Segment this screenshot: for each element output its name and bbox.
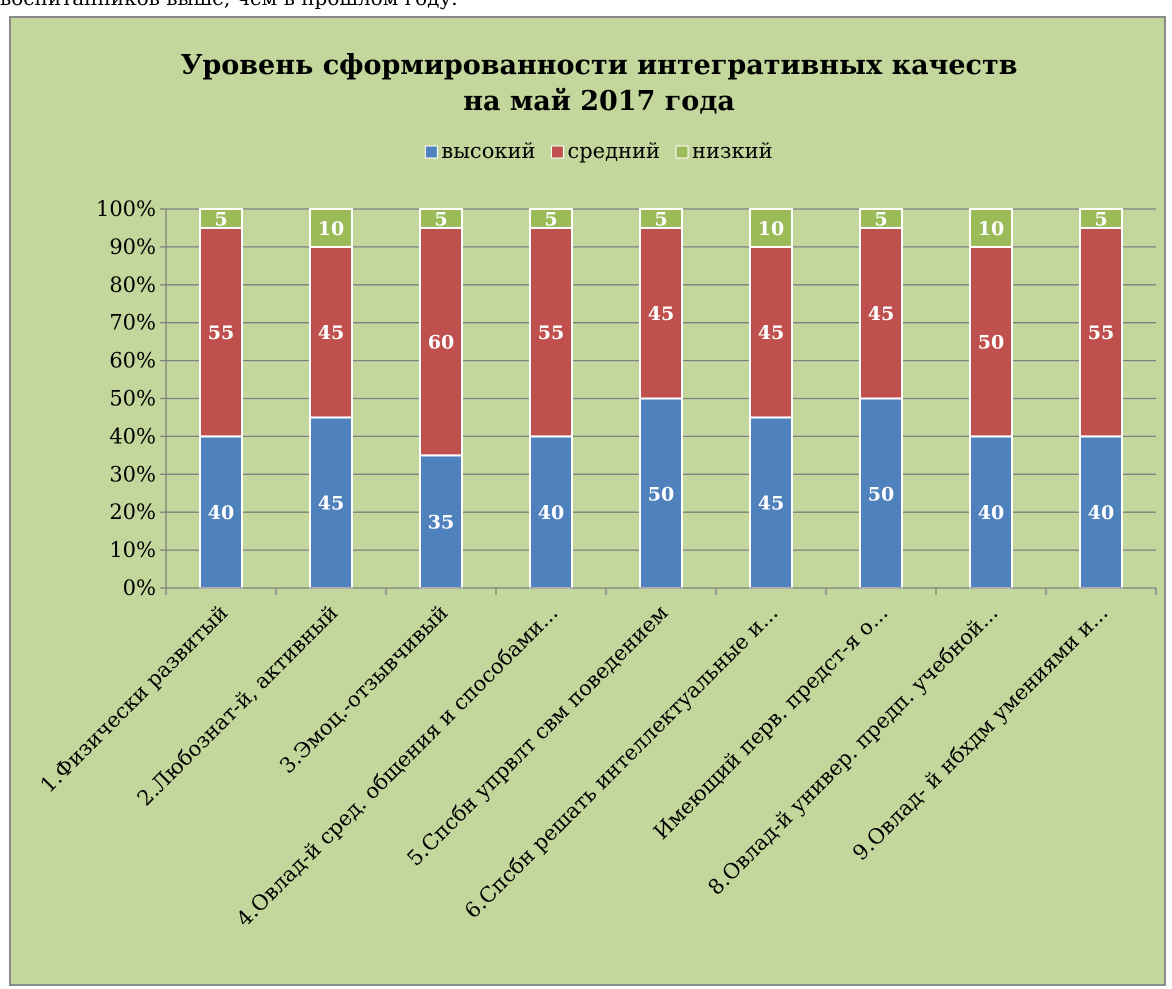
data-label: 45 <box>648 303 674 325</box>
bar-segment <box>419 226 463 457</box>
y-tick-label: 100% <box>96 197 156 221</box>
data-label: 55 <box>208 322 234 344</box>
legend-swatch <box>550 145 564 159</box>
data-label: 10 <box>318 218 344 240</box>
y-tick-label: 60% <box>109 349 156 373</box>
data-label: 40 <box>1088 502 1114 524</box>
legend-label: низкий <box>692 139 773 163</box>
y-tick-label: 70% <box>109 311 156 335</box>
legend-item: низкий <box>675 139 773 163</box>
data-label: 50 <box>868 483 894 505</box>
chart-subtitle: на май 2017 года <box>463 86 735 117</box>
data-label: 5 <box>434 208 447 230</box>
data-label: 45 <box>758 322 784 344</box>
bar-segment <box>1079 208 1123 229</box>
bar-segment <box>969 208 1013 248</box>
legend-swatch <box>675 145 689 159</box>
category-label: 1.Физически развитый <box>36 601 233 798</box>
y-tick-label: 90% <box>109 235 156 259</box>
top-text-fragment: воспитанников выше, чем в прошлом году. <box>0 0 458 10</box>
bar-segment <box>309 245 353 419</box>
data-label: 40 <box>978 502 1004 524</box>
bar-segment <box>419 208 463 229</box>
y-tick-label: 10% <box>109 538 156 562</box>
bar-segment <box>749 416 793 590</box>
data-label: 45 <box>868 303 894 325</box>
data-label: 55 <box>538 322 564 344</box>
data-label: 5 <box>874 208 887 230</box>
data-label: 5 <box>1094 208 1107 230</box>
y-axis: 0% 10% 20% 30% 40% 50% 60% 70% 80% 90% 100% <box>96 197 167 600</box>
data-label: 10 <box>758 218 784 240</box>
stacked-bar-chart: Уровень сформированности интегративных к… <box>36 50 1157 931</box>
bar-segment <box>749 208 793 248</box>
chart-title: Уровень сформированности интегративных к… <box>181 50 1018 81</box>
bars: 4055545451035605405555045545451050455405… <box>199 208 1123 590</box>
bar-segment <box>639 397 683 589</box>
bar-segment <box>859 397 903 589</box>
legend-label: высокий <box>441 139 535 163</box>
data-label: 35 <box>428 512 454 534</box>
data-label: 45 <box>758 493 784 515</box>
bar-segment <box>639 226 683 400</box>
category-label: 2.Любознат-й, активный <box>133 601 343 811</box>
data-label: 50 <box>648 483 674 505</box>
legend-item: средний <box>550 139 660 163</box>
y-tick-label: 20% <box>109 500 156 524</box>
legend: высокий средний низкий <box>424 139 773 163</box>
bar-segment <box>309 208 353 248</box>
bar-segment <box>529 208 573 229</box>
y-tick-label: 40% <box>109 424 156 448</box>
bar-segment <box>639 208 683 229</box>
bar-segment <box>529 226 573 438</box>
data-label: 50 <box>978 332 1004 354</box>
bar-segment <box>529 435 573 589</box>
data-label: 45 <box>318 493 344 515</box>
y-tick-label: 30% <box>109 462 156 486</box>
bar-segment <box>969 435 1013 589</box>
data-label: 40 <box>538 502 564 524</box>
data-label: 55 <box>1088 322 1114 344</box>
bar-segment <box>1079 226 1123 438</box>
y-tick-label: 0% <box>123 576 156 600</box>
category-label: Имеющий перв. предст-я о... <box>649 601 893 845</box>
data-label: 45 <box>318 322 344 344</box>
data-label: 10 <box>978 218 1004 240</box>
chart-frame: Уровень сформированности интегративных к… <box>9 16 1166 986</box>
data-label: 40 <box>208 502 234 524</box>
y-tick-label: 80% <box>109 273 156 297</box>
data-label: 60 <box>428 332 454 354</box>
legend-label: средний <box>567 139 660 163</box>
data-label: 5 <box>544 208 557 230</box>
bar-segment <box>199 208 243 229</box>
y-tick-label: 50% <box>109 387 156 411</box>
category-label: 9.Овлад- й нбхдм умениями и... <box>848 601 1113 866</box>
legend-swatch <box>424 145 438 159</box>
bar-segment <box>859 208 903 229</box>
legend-item: высокий <box>424 139 535 163</box>
data-label: 5 <box>214 208 227 230</box>
data-label: 5 <box>654 208 667 230</box>
